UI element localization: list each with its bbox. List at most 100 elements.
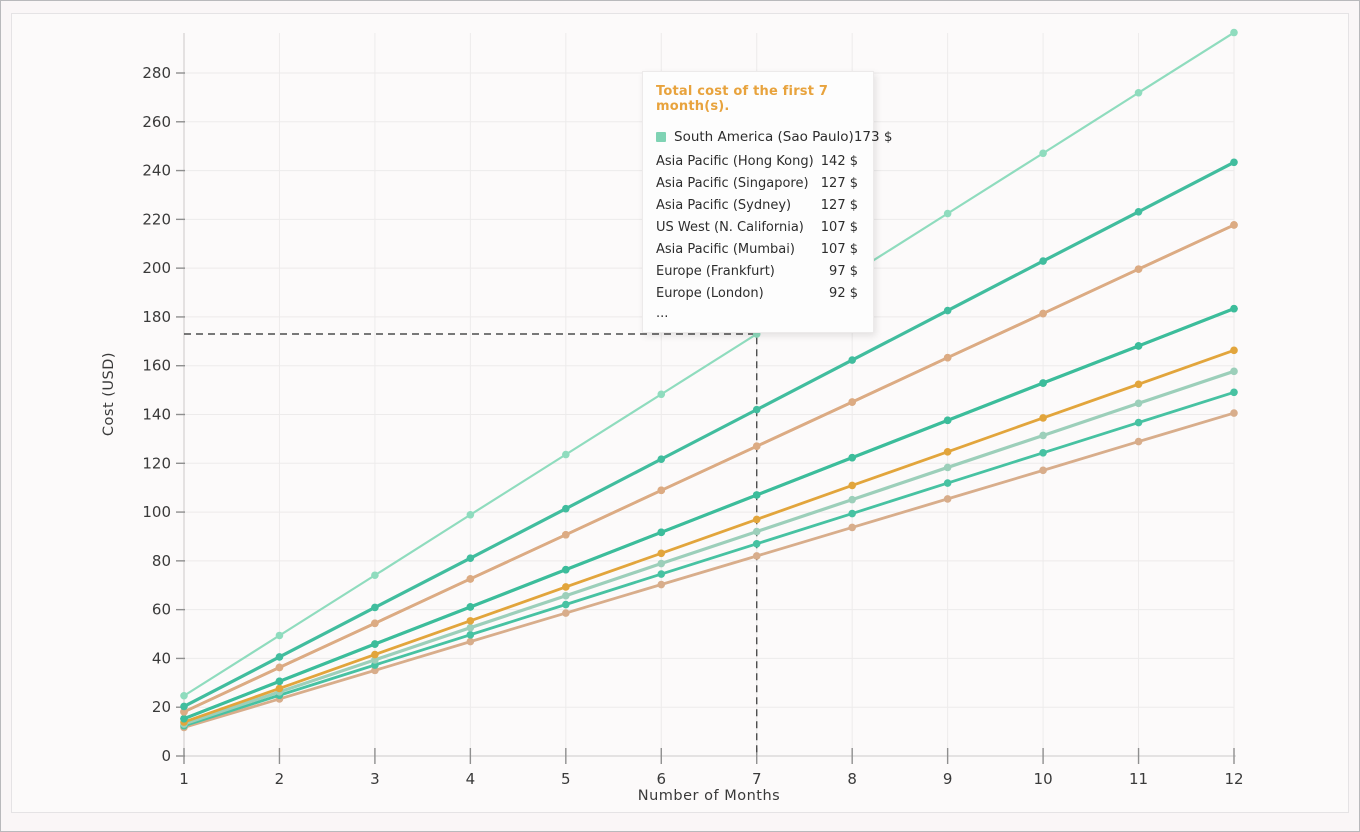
data-point[interactable] — [1134, 88, 1143, 97]
data-point[interactable] — [1039, 149, 1047, 158]
data-point[interactable] — [1134, 399, 1143, 408]
data-point[interactable] — [752, 442, 761, 451]
data-point[interactable] — [1134, 380, 1143, 389]
data-point[interactable] — [1039, 431, 1047, 440]
data-point[interactable] — [371, 571, 379, 580]
data-point[interactable] — [180, 691, 188, 700]
data-point[interactable] — [275, 663, 284, 672]
data-point[interactable] — [562, 530, 570, 539]
data-point[interactable] — [466, 603, 475, 611]
data-point[interactable] — [1134, 342, 1143, 350]
data-point[interactable] — [180, 708, 188, 716]
data-point[interactable] — [275, 684, 284, 693]
x-tick-label: 9 — [943, 770, 953, 788]
data-point[interactable] — [848, 523, 856, 532]
data-point[interactable] — [848, 356, 856, 364]
data-point[interactable] — [657, 486, 666, 495]
data-point[interactable] — [752, 515, 761, 524]
y-tick-label: 180 — [142, 308, 171, 326]
data-point[interactable] — [1230, 409, 1238, 417]
data-point[interactable] — [466, 617, 475, 625]
data-point[interactable] — [752, 527, 761, 536]
data-point[interactable] — [562, 591, 570, 600]
data-point[interactable] — [371, 656, 379, 664]
data-point[interactable] — [1134, 265, 1143, 273]
data-point[interactable] — [371, 603, 379, 612]
data-point[interactable] — [752, 405, 761, 414]
data-point[interactable] — [466, 554, 475, 562]
data-point[interactable] — [943, 479, 952, 487]
data-point[interactable] — [657, 580, 666, 589]
data-point[interactable] — [943, 416, 952, 425]
tooltip-row-label: Asia Pacific (Hong Kong) — [656, 153, 814, 169]
data-point[interactable] — [848, 481, 856, 490]
data-point[interactable] — [1230, 158, 1238, 167]
data-point[interactable] — [1230, 28, 1238, 37]
data-point[interactable] — [657, 559, 666, 568]
data-point[interactable] — [752, 552, 761, 560]
data-point[interactable] — [562, 450, 570, 459]
data-point[interactable] — [562, 600, 570, 609]
data-point[interactable] — [1134, 437, 1143, 446]
data-point[interactable] — [943, 306, 952, 315]
data-point[interactable] — [848, 398, 856, 406]
data-point[interactable] — [1039, 414, 1047, 422]
data-point[interactable] — [657, 570, 666, 578]
x-tick-label: 5 — [561, 770, 571, 788]
series-line-9[interactable] — [180, 409, 1238, 732]
data-point[interactable] — [657, 549, 666, 558]
data-point[interactable] — [466, 623, 475, 632]
data-point[interactable] — [657, 455, 666, 463]
data-point[interactable] — [562, 565, 570, 574]
data-point[interactable] — [562, 504, 570, 513]
data-point[interactable] — [275, 631, 284, 640]
data-point[interactable] — [371, 666, 379, 675]
data-point[interactable] — [848, 453, 856, 462]
series-line-1[interactable] — [180, 158, 1238, 711]
series-line-6[interactable] — [180, 346, 1238, 726]
data-point[interactable] — [275, 677, 284, 686]
data-point[interactable] — [943, 353, 952, 362]
data-point[interactable] — [1134, 418, 1143, 427]
data-point[interactable] — [371, 650, 379, 659]
data-point[interactable] — [371, 640, 379, 648]
series-line-2[interactable] — [180, 221, 1238, 716]
data-point[interactable] — [943, 463, 952, 472]
data-point[interactable] — [1039, 257, 1047, 265]
data-point[interactable] — [466, 510, 475, 519]
tooltip-row: Asia Pacific (Mumbai) 107 $ — [656, 238, 858, 260]
data-point[interactable] — [1230, 346, 1238, 355]
data-point[interactable] — [752, 491, 761, 499]
data-point[interactable] — [657, 390, 666, 399]
data-point[interactable] — [943, 448, 952, 456]
series-line-8[interactable] — [180, 388, 1238, 730]
series-line-7[interactable] — [180, 367, 1238, 728]
data-point[interactable] — [562, 609, 570, 617]
data-point[interactable] — [466, 575, 475, 583]
data-point[interactable] — [1230, 388, 1238, 397]
data-point[interactable] — [943, 209, 952, 218]
data-point[interactable] — [180, 714, 188, 723]
data-point[interactable] — [275, 653, 284, 661]
data-point[interactable] — [562, 583, 570, 591]
data-point[interactable] — [1039, 309, 1047, 318]
data-point[interactable] — [943, 495, 952, 503]
data-point[interactable] — [466, 630, 475, 639]
x-axis-title: Number of Months — [637, 788, 781, 804]
data-point[interactable] — [1039, 379, 1047, 387]
data-point[interactable] — [1039, 466, 1047, 475]
data-point[interactable] — [180, 702, 188, 711]
data-point[interactable] — [1039, 448, 1047, 457]
data-point[interactable] — [752, 539, 761, 548]
data-point[interactable] — [371, 619, 379, 628]
data-point[interactable] — [466, 637, 475, 646]
series-line-4[interactable] — [180, 304, 1238, 723]
data-point[interactable] — [848, 495, 856, 504]
data-point[interactable] — [1230, 304, 1238, 313]
data-point[interactable] — [657, 528, 666, 537]
data-point[interactable] — [1134, 207, 1143, 216]
data-point[interactable] — [1230, 221, 1238, 229]
data-point[interactable] — [1230, 367, 1238, 376]
data-point[interactable] — [848, 509, 856, 518]
